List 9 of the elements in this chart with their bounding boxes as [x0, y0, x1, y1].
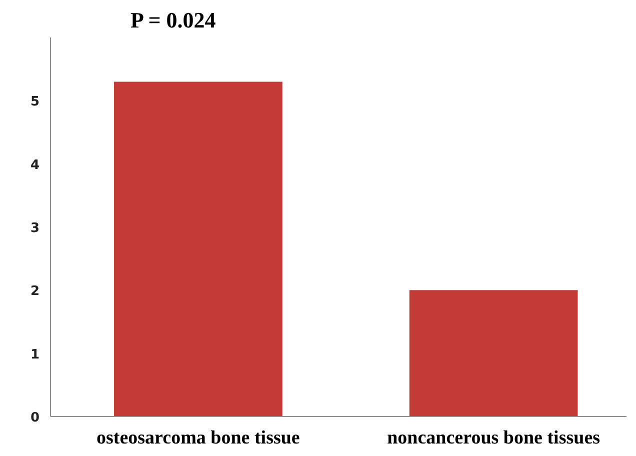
- y-tick-label: 2: [30, 284, 40, 300]
- y-tick-label: 3: [30, 221, 40, 236]
- y-tick-label: 1: [30, 347, 40, 362]
- y-tick-label: 5: [30, 94, 40, 110]
- y-tick-label: 4: [30, 158, 40, 173]
- x-tick-label: osteosarcoma bone tissue: [96, 428, 300, 448]
- x-tick-label: noncancerous bone tissues: [387, 428, 600, 448]
- y-tick-label: 0: [30, 410, 40, 426]
- text: P = 0.024: [130, 8, 216, 32]
